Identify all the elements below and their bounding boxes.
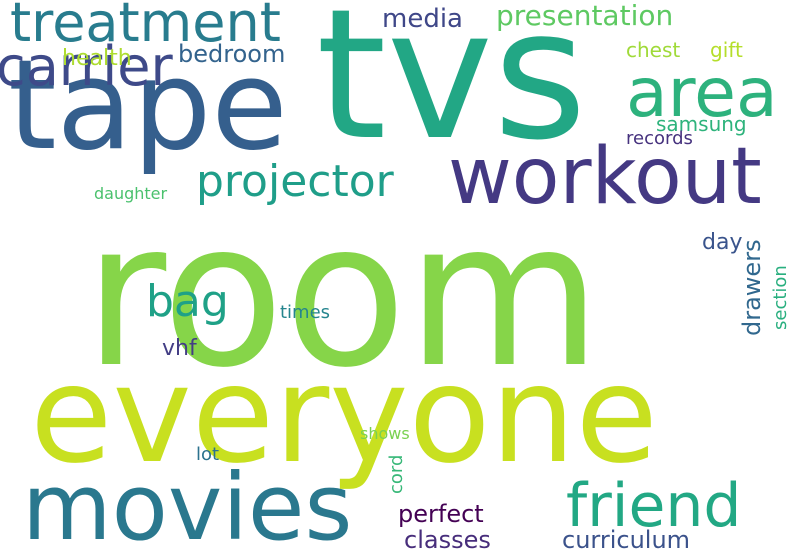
word-times: times <box>280 302 331 323</box>
word-cord: cord <box>386 454 407 494</box>
word-media: media <box>382 4 463 34</box>
word-bedroom: bedroom <box>178 40 286 68</box>
word-chest: chest <box>626 38 681 62</box>
word-friend: friend <box>566 471 742 541</box>
word-vhf: vhf <box>162 336 197 361</box>
word-day: day <box>702 230 743 255</box>
word-classes: classes <box>404 526 491 554</box>
word-treatment: treatment <box>10 0 281 54</box>
word-curriculum: curriculum <box>562 526 691 554</box>
word-shows: shows <box>360 424 410 443</box>
word-lot: lot <box>196 444 220 465</box>
word-gift: gift <box>710 38 743 62</box>
word-records: records <box>626 128 693 149</box>
word-room: room <box>84 179 602 412</box>
word-health: health <box>62 46 132 71</box>
word-samsung: samsung <box>656 112 747 136</box>
word-perfect: perfect <box>398 500 484 528</box>
word-area: area <box>626 54 778 133</box>
word-carrier: carrier <box>0 35 173 98</box>
word-everyone: everyone <box>30 337 658 493</box>
word-tape: tape <box>8 34 288 178</box>
word-projector: projector <box>196 156 394 207</box>
word-tvs: tvs <box>316 0 587 180</box>
word-workout: workout <box>448 132 762 222</box>
word-presentation: presentation <box>496 0 674 32</box>
word-movies: movies <box>22 454 353 560</box>
word-bag: bag <box>146 276 229 327</box>
word-section: section <box>770 265 791 330</box>
word-daughter: daughter <box>94 184 168 203</box>
word-drawers: drawers <box>738 239 766 336</box>
